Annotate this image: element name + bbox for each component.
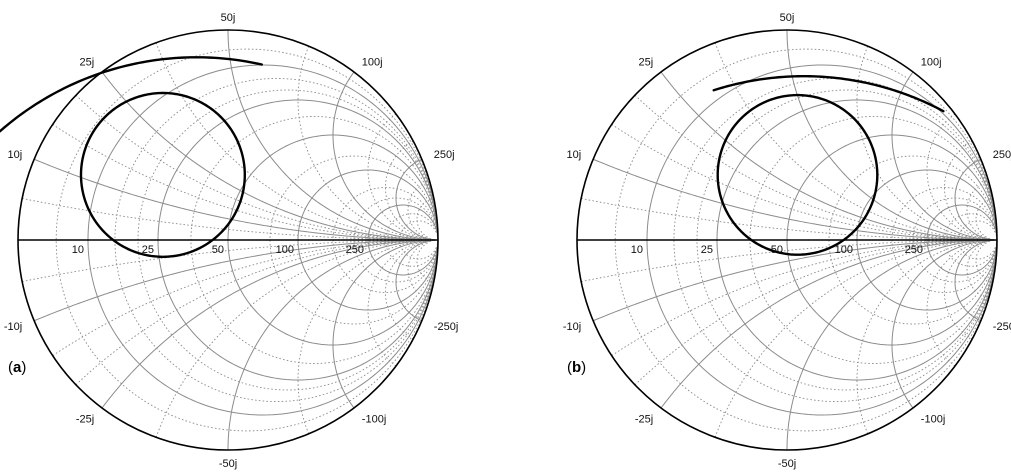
- panel-label-open: (: [8, 359, 13, 376]
- reactance-tick-label: -100j: [362, 413, 386, 425]
- minor-resistance-circle: [114, 78, 438, 402]
- resistance-tick-label: 100: [276, 244, 294, 256]
- reactance-arc: [395, 239, 438, 322]
- reactance-tick-label: 250j: [434, 149, 455, 161]
- reactance-arc: [101, 239, 438, 409]
- trace-loop: [79, 91, 246, 258]
- minor-resistance-circle: [673, 78, 997, 402]
- reactance-arc: [33, 158, 438, 241]
- resistance-tick-label: 10: [72, 244, 84, 256]
- minor-reactance-arc: [367, 239, 438, 367]
- minor-reactance-arc: [856, 45, 997, 241]
- minor-resistance-circle: [912, 197, 997, 283]
- minor-reactance-arc: [926, 113, 997, 241]
- reactance-arc: [33, 239, 438, 322]
- reactance-tick-label: -10j: [563, 321, 581, 333]
- minor-reactance-arc: [367, 113, 438, 241]
- minor-reactance-arc: [52, 124, 438, 241]
- reactance-arc: [660, 239, 997, 409]
- resistance-tick-label: 25: [701, 244, 713, 256]
- minor-reactance-arc: [611, 239, 997, 356]
- trace-loop: [716, 93, 879, 256]
- reactance-arc: [395, 158, 438, 241]
- reactance-arc: [332, 239, 438, 409]
- reactance-tick-label: 250j: [993, 149, 1011, 161]
- trace-arc: [712, 75, 945, 113]
- minor-resistance-circle: [269, 155, 438, 325]
- reactance-arc: [227, 30, 438, 241]
- minor-reactance-arc: [581, 239, 997, 283]
- minor-resistance-circle: [828, 155, 997, 325]
- reactance-tick-label: -25j: [76, 413, 94, 425]
- resistance-tick-label: 250: [905, 244, 923, 256]
- panel-label-close: ): [581, 359, 586, 376]
- panel-label: (a): [8, 359, 26, 376]
- reactance-tick-label: -50j: [219, 458, 237, 470]
- reactance-arc: [592, 239, 997, 322]
- smith-chart-b: 10255010025010j25j50j100j250j-10j-25j-50…: [563, 12, 1011, 470]
- reactance-tick-label: 50j: [221, 12, 236, 24]
- reactance-arc: [891, 239, 997, 409]
- minor-reactance-arc: [611, 124, 997, 241]
- reactance-tick-label: -10j: [4, 321, 22, 333]
- resistance-tick-label: 250: [346, 244, 364, 256]
- reactance-arc: [227, 239, 438, 450]
- outer-boundary-circle: [576, 29, 998, 451]
- reactance-arc: [332, 71, 438, 241]
- reactance-tick-label: -250j: [434, 321, 458, 333]
- reactance-arc: [954, 158, 997, 241]
- resistance-tick-label: 25: [142, 244, 154, 256]
- impedance-trace: [0, 56, 264, 258]
- reactance-tick-label: -250j: [993, 321, 1011, 333]
- trace-arc: [0, 56, 264, 133]
- reactance-arc: [891, 71, 997, 241]
- reactance-tick-label: 50j: [780, 12, 795, 24]
- reactance-arc: [786, 239, 997, 450]
- minor-reactance-arc: [856, 239, 997, 435]
- reactance-tick-label: -100j: [921, 413, 945, 425]
- reactance-arc: [592, 158, 997, 241]
- panel-label-close: ): [21, 359, 26, 376]
- resistance-tick-label: 10: [631, 244, 643, 256]
- panel-label-letter: a: [13, 359, 22, 376]
- outer-boundary-circle: [17, 29, 439, 451]
- minor-resistance-circle: [399, 220, 438, 260]
- reactance-tick-label: 100j: [362, 57, 383, 69]
- reactance-tick-label: 25j: [639, 57, 654, 69]
- reactance-tick-label: 25j: [80, 57, 95, 69]
- minor-resistance-circle: [353, 197, 438, 283]
- impedance-trace: [712, 75, 945, 256]
- minor-reactance-arc: [581, 197, 997, 241]
- minor-reactance-arc: [22, 197, 438, 241]
- resistance-tick-label: 50: [212, 244, 224, 256]
- minor-reactance-arc: [297, 45, 438, 241]
- reactance-arc: [101, 71, 438, 241]
- panel-label-letter: b: [572, 359, 581, 376]
- minor-reactance-arc: [22, 239, 438, 283]
- panel-label: (b): [567, 359, 586, 376]
- minor-reactance-arc: [52, 239, 438, 356]
- reactance-arc: [954, 239, 997, 322]
- panel-label-open: (: [567, 359, 572, 376]
- resistance-tick-label: 100: [835, 244, 853, 256]
- reactance-tick-label: -50j: [778, 458, 796, 470]
- smith-chart-a: 10 25 50 100 250 10j 25j 50j 100j 250j -10j -25j -50…: [0, 12, 458, 470]
- reactance-tick-label: -25j: [635, 413, 653, 425]
- reactance-tick-label: 10j: [8, 149, 23, 161]
- reactance-arc: [660, 71, 997, 241]
- reactance-tick-label: 10j: [567, 149, 582, 161]
- minor-resistance-circle: [958, 220, 997, 260]
- reactance-tick-label: 100j: [921, 57, 942, 69]
- minor-reactance-arc: [926, 239, 997, 367]
- reactance-arc: [786, 30, 997, 241]
- minor-reactance-arc: [297, 239, 438, 435]
